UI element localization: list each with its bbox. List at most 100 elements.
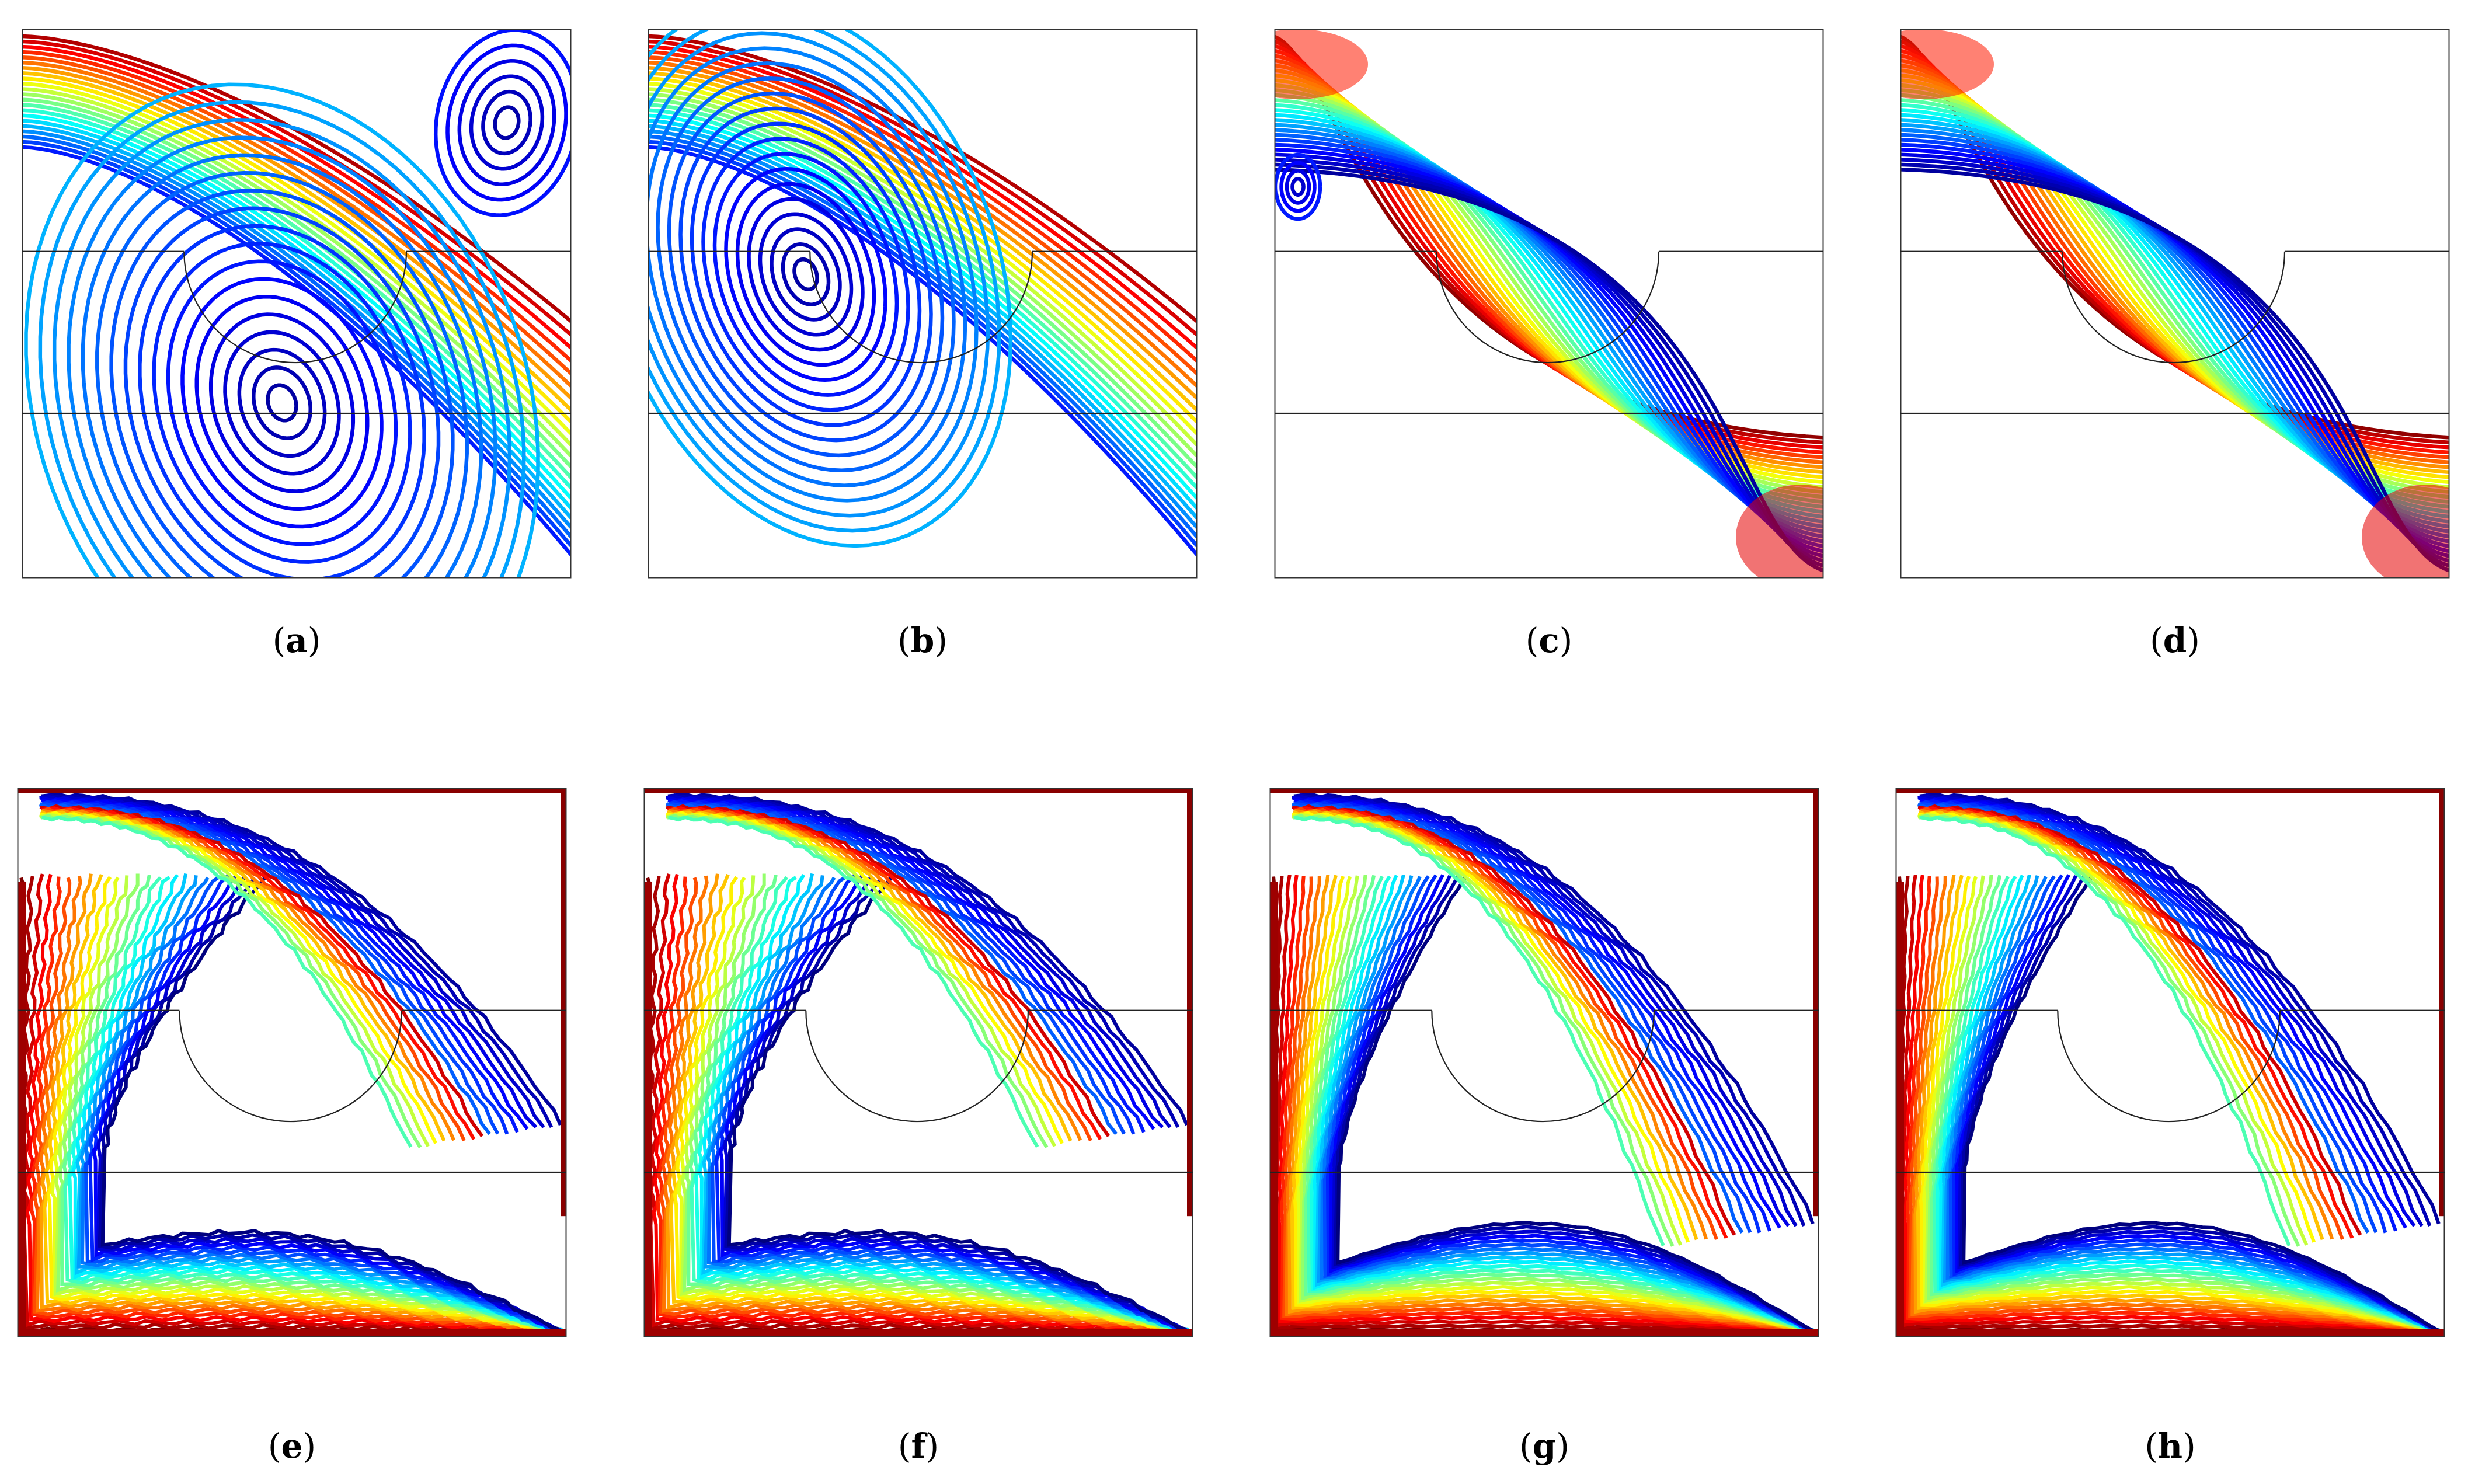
- panel-b-vortex-loop: [701, 137, 910, 412]
- panel-g-upper-isotherm: [1292, 804, 1736, 1236]
- panel-f-upper-isotherm: [666, 814, 1049, 1148]
- caption-e-label: e: [281, 1426, 303, 1466]
- panel-a-sweep-line: [22, 92, 571, 458]
- panel-c-small-vortex-loop: [1279, 161, 1317, 213]
- panel-d-inlet-hotspot: [1900, 29, 1994, 99]
- semicircle-cutout: [1431, 1010, 1655, 1123]
- panel-a-corner-vortex-loop: [445, 43, 568, 202]
- panel-h-isotherm: [1913, 875, 2439, 1333]
- panel-f-isotherm: [652, 873, 1189, 1335]
- panel-f-isotherm: [662, 875, 1186, 1333]
- panel-e-upper-isotherm: [39, 813, 430, 1147]
- panel-g-isotherm: [1331, 875, 1815, 1333]
- panel-h-upper-isotherm: [1919, 800, 2387, 1234]
- panel-a-sweep-line: [22, 76, 571, 424]
- panel-b: [648, 29, 1198, 579]
- caption-g-label: g: [1533, 1426, 1557, 1466]
- panel-f-isotherm: [687, 875, 1186, 1335]
- panel-g-upper-isotherm: [1294, 799, 1771, 1232]
- panel-f-isotherm: [649, 873, 1187, 1334]
- panel-e-upper-isotherm: [39, 811, 437, 1144]
- panel-g-upper-isotherm: [1292, 793, 1806, 1227]
- semicircle-cutout: [809, 251, 1033, 364]
- semicircle-cutout: [2057, 1010, 2281, 1123]
- panel-f-content: [644, 788, 1193, 1337]
- semicircle-cutout: [179, 1010, 403, 1123]
- panel-h-isotherm: [1919, 875, 2440, 1333]
- panel-f-top-wall-layer: [644, 788, 1193, 793]
- panel-c-inlet-hotspot: [1275, 29, 1368, 99]
- panel-h-isotherm: [1962, 875, 2439, 1332]
- panel-g-upper-isotherm: [1292, 814, 1675, 1247]
- panel-h-upper-isotherm: [1920, 815, 2291, 1246]
- panel-e-isotherm: [54, 875, 562, 1331]
- panel-a-vortex-loop: [81, 153, 483, 578]
- panel-e-isotherm: [63, 876, 560, 1334]
- panel-b-vortex-loop: [735, 182, 876, 367]
- cavity-border: [1274, 29, 1824, 579]
- caption-a: (a): [273, 621, 321, 660]
- cavity-border: [17, 788, 567, 1337]
- panel-e-isotherm: [75, 873, 563, 1333]
- panel-h-isotherm: [1936, 875, 2439, 1332]
- panel-g-upper-isotherm: [1294, 807, 1718, 1241]
- panel-a-vortex-loop: [109, 189, 455, 578]
- panel-b-vortex-loop: [667, 91, 945, 458]
- panel-f-isotherm: [656, 876, 1189, 1335]
- panel-g-isotherm: [1329, 874, 1815, 1333]
- panel-c: [1274, 29, 1824, 579]
- panel-a-vortex-loop: [24, 82, 540, 578]
- panel-g-isotherm: [1310, 875, 1813, 1332]
- panel-f: [643, 788, 1193, 1337]
- panel-a: [22, 29, 572, 579]
- panel-a-vortex-loop: [123, 206, 441, 578]
- panel-f-isotherm: [722, 875, 1190, 1335]
- panel-d-outlet-hotspot: [2362, 485, 2449, 578]
- panel-h-isotherm: [1926, 875, 2439, 1333]
- caption-a-label: a: [286, 621, 308, 660]
- panel-b-sweep-line: [648, 82, 1197, 435]
- panel-h-upper-isotherm: [1917, 793, 2432, 1227]
- panel-g-upper-isotherm: [1292, 811, 1690, 1243]
- panel-f-isotherm: [683, 873, 1188, 1333]
- panel-h-upper-isotherm: [1919, 792, 2441, 1225]
- panel-f-isotherm: [673, 876, 1189, 1335]
- panel-e-upper-isotherm: [40, 806, 476, 1140]
- panel-g-upper-isotherm: [1293, 800, 1762, 1234]
- panel-f-upper-isotherm: [667, 806, 1102, 1140]
- panel-g: [1269, 788, 1819, 1337]
- panel-e-isotherm: [80, 876, 560, 1333]
- panel-e-isotherm: [71, 874, 563, 1332]
- panel-b-vortex-loop: [648, 31, 990, 518]
- panel-b-sweep-line: [648, 44, 1197, 350]
- panel-h-top-wall-layer: [1896, 788, 2445, 793]
- panel-g-bottom-wall-layer: [1270, 1329, 1819, 1337]
- panel-c-outlet-hotspot: [1736, 485, 1823, 578]
- panel-f-isotherm: [727, 875, 1186, 1331]
- panel-g-isotherm: [1282, 876, 1813, 1333]
- panel-e-right-wall-layer: [561, 788, 566, 1217]
- panel-h-upper-isotherm: [1920, 807, 2344, 1241]
- panel-a-vortex-loop: [208, 312, 356, 493]
- panel-f-upper-isotherm: [666, 811, 1064, 1144]
- panel-e-upper-isotherm: [41, 807, 466, 1142]
- panel-b-vortex-loop: [747, 197, 865, 352]
- panel-e-content: [18, 788, 566, 1337]
- panel-f-isotherm: [703, 875, 1188, 1335]
- panel-g-isotherm: [1296, 876, 1814, 1333]
- panel-e-upper-isotherm: [40, 814, 422, 1148]
- panel-g-upper-isotherm: [1293, 806, 1728, 1239]
- panel-e-left-wall-layer: [18, 882, 26, 1337]
- caption-h: (h): [2145, 1426, 2195, 1466]
- panel-b-vortex-loop: [724, 166, 887, 382]
- panel-b-content: [648, 29, 1197, 556]
- panel-a-corner-vortex-loop: [457, 59, 556, 186]
- panel-a-sweep-line: [22, 50, 571, 363]
- panel-a-vortex-loop: [166, 259, 398, 546]
- panel-g-isotherm: [1315, 874, 1815, 1333]
- caption-d-label: d: [2163, 621, 2187, 660]
- panel-h-isotherm: [1948, 875, 2439, 1332]
- panel-h: [1895, 788, 2445, 1337]
- panel-g-isotherm: [1285, 876, 1813, 1332]
- panel-h-isotherm: [1932, 875, 2439, 1333]
